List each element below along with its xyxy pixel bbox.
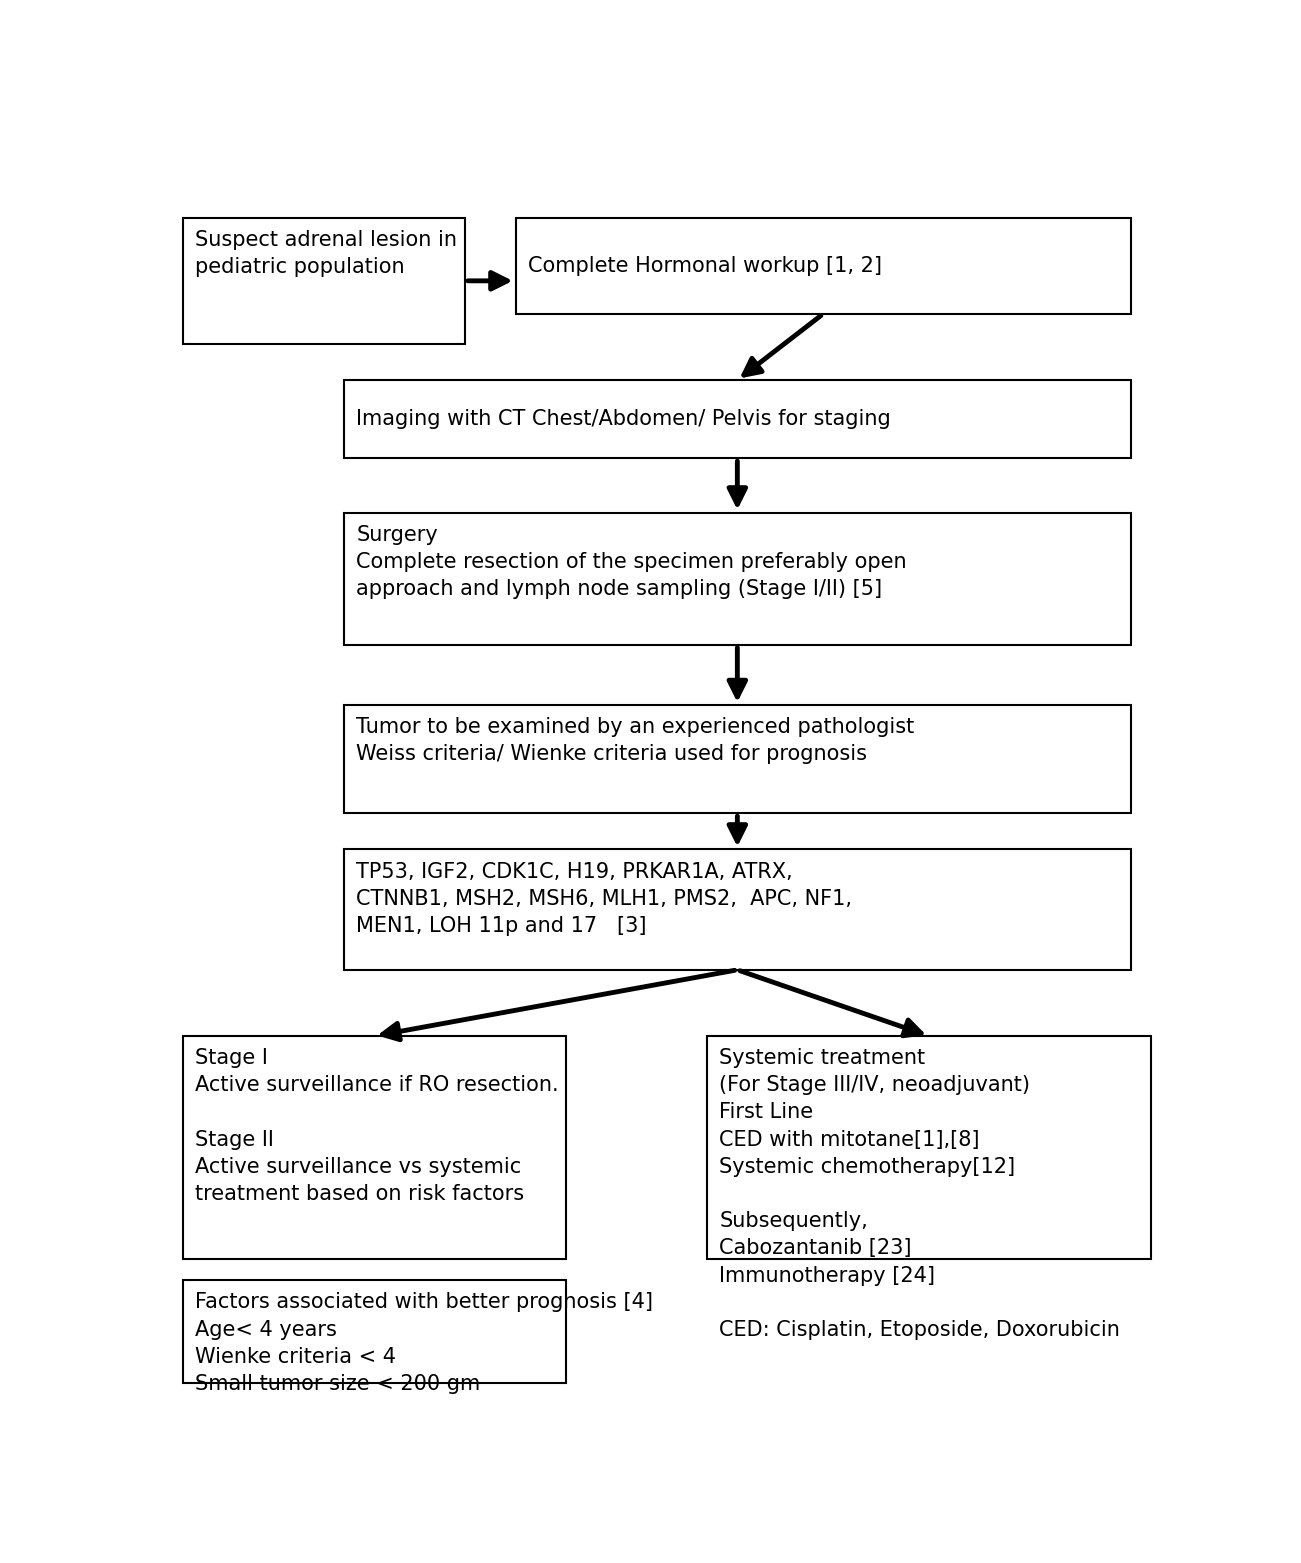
FancyBboxPatch shape [708, 1036, 1151, 1258]
FancyBboxPatch shape [182, 1036, 566, 1258]
Text: Surgery
Complete resection of the specimen preferably open
approach and lymph no: Surgery Complete resection of the specim… [356, 525, 907, 599]
Text: Factors associated with better prognosis [4]
Age< 4 years
Wienke criteria < 4
Sm: Factors associated with better prognosis… [195, 1293, 653, 1394]
Text: Complete Hormonal workup [1, 2]: Complete Hormonal workup [1, 2] [528, 256, 882, 275]
Text: Tumor to be examined by an experienced pathologist
Weiss criteria/ Wienke criter: Tumor to be examined by an experienced p… [356, 717, 915, 764]
FancyBboxPatch shape [343, 705, 1131, 813]
Text: Imaging with CT Chest/Abdomen/ Pelvis for staging: Imaging with CT Chest/Abdomen/ Pelvis fo… [356, 410, 891, 430]
FancyBboxPatch shape [343, 850, 1131, 969]
FancyBboxPatch shape [515, 217, 1131, 314]
Text: TP53, IGF2, CDK1C, H19, PRKAR1A, ATRX,
CTNNB1, MSH2, MSH6, MLH1, PMS2,  APC, NF1: TP53, IGF2, CDK1C, H19, PRKAR1A, ATRX, C… [356, 861, 852, 936]
Text: Suspect adrenal lesion in
pediatric population: Suspect adrenal lesion in pediatric popu… [195, 230, 457, 277]
Text: Systemic treatment
(For Stage III/IV, neoadjuvant)
First Line
CED with mitotane[: Systemic treatment (For Stage III/IV, ne… [719, 1049, 1120, 1339]
Text: Stage I
Active surveillance if RO resection.

Stage II
Active surveillance vs sy: Stage I Active surveillance if RO resect… [195, 1049, 558, 1204]
FancyBboxPatch shape [182, 1280, 566, 1383]
FancyBboxPatch shape [182, 217, 466, 344]
FancyBboxPatch shape [343, 513, 1131, 646]
FancyBboxPatch shape [343, 380, 1131, 458]
